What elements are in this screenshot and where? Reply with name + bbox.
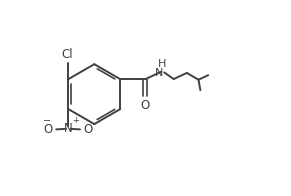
Text: N: N	[155, 68, 163, 78]
Text: O: O	[43, 123, 52, 136]
Text: +: +	[72, 116, 79, 125]
Text: O: O	[84, 123, 93, 136]
Text: Cl: Cl	[62, 48, 73, 61]
Text: H: H	[157, 60, 166, 70]
Text: −: −	[43, 116, 51, 126]
Text: O: O	[141, 99, 150, 112]
Text: N: N	[64, 122, 73, 135]
